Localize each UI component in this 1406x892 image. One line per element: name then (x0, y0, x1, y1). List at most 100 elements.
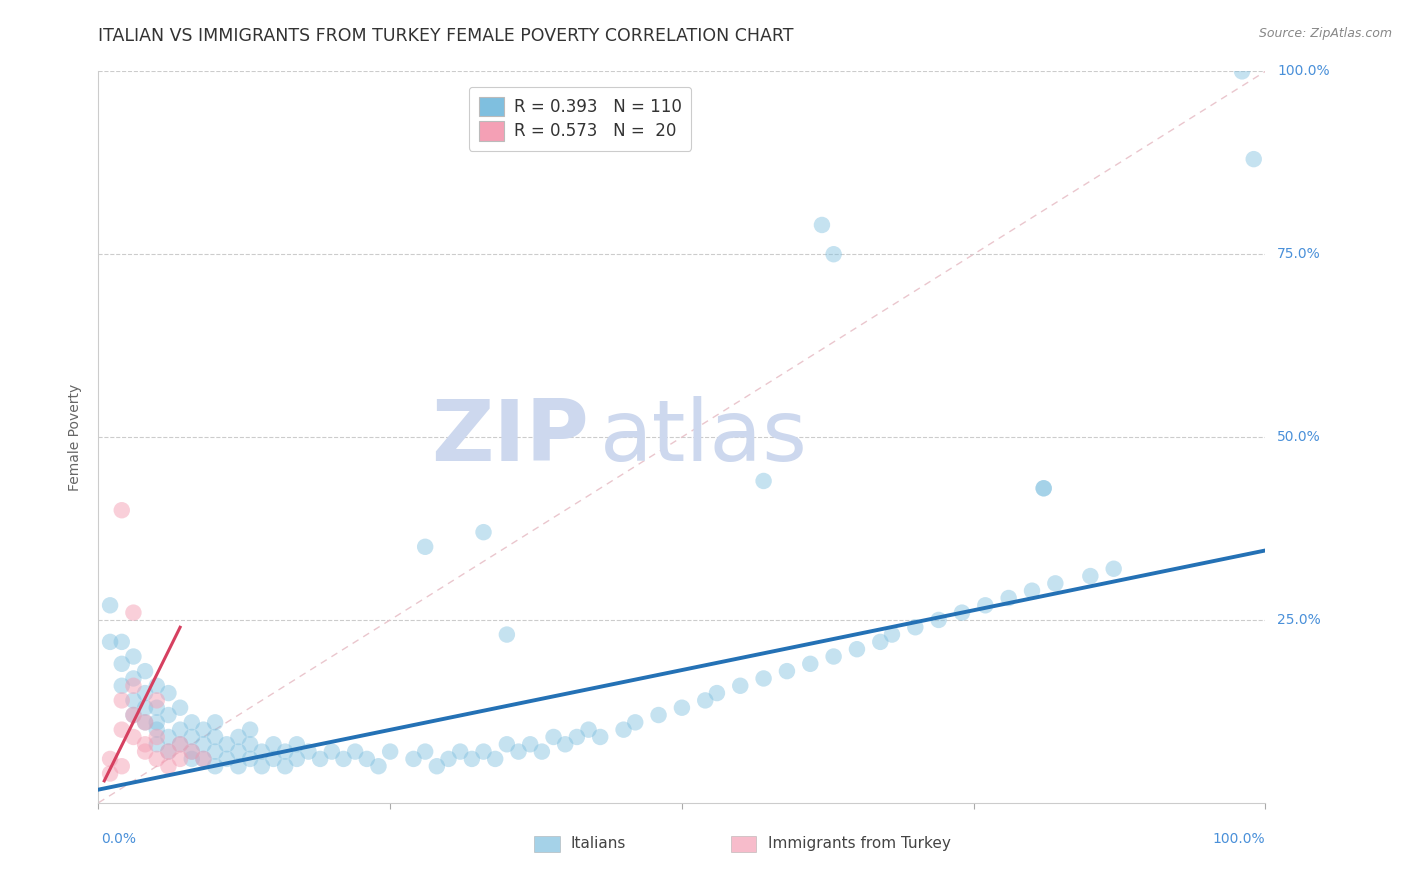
Point (146, 752, 169, 766)
Point (193, 737, 215, 751)
Point (578, 723, 600, 737)
Point (169, 752, 191, 766)
Point (215, 737, 238, 751)
Point (554, 737, 576, 751)
Point (811, 218, 834, 232)
Point (134, 745, 156, 759)
Point (134, 664, 156, 678)
Point (1045, 576, 1067, 591)
Point (730, 679, 752, 693)
Point (146, 737, 169, 751)
Point (1032, 481, 1054, 495)
Point (157, 759, 180, 773)
Point (193, 752, 215, 766)
Text: 100.0%: 100.0% (1277, 64, 1330, 78)
Point (344, 745, 367, 759)
Point (519, 737, 541, 751)
Point (426, 759, 449, 773)
Point (122, 649, 145, 664)
Point (461, 752, 484, 766)
Point (98, 599, 121, 613)
Point (157, 730, 180, 744)
Point (624, 715, 647, 730)
Point (472, 745, 495, 759)
Point (169, 737, 191, 751)
Point (157, 686, 180, 700)
Point (111, 693, 134, 707)
Point (180, 745, 202, 759)
Point (484, 752, 506, 766)
Point (111, 679, 134, 693)
Point (111, 503, 134, 517)
Point (134, 686, 156, 700)
Point (98, 635, 121, 649)
Point (1021, 583, 1043, 598)
Point (671, 700, 693, 714)
FancyBboxPatch shape (731, 836, 756, 852)
Point (239, 723, 262, 737)
Point (437, 752, 460, 766)
Point (98, 766, 121, 780)
Point (122, 708, 145, 723)
Point (146, 730, 169, 744)
Text: 25.0%: 25.0% (1277, 613, 1320, 627)
Point (111, 723, 134, 737)
Point (285, 737, 308, 751)
Point (250, 759, 273, 773)
Point (134, 715, 156, 730)
Point (1243, 152, 1265, 166)
Point (565, 730, 588, 744)
Point (752, 672, 775, 686)
Point (1102, 562, 1125, 576)
Point (157, 745, 180, 759)
Point (250, 745, 273, 759)
Point (122, 708, 145, 723)
Point (157, 708, 180, 723)
Point (752, 474, 775, 488)
Point (799, 657, 821, 671)
Point (695, 693, 717, 707)
Point (495, 627, 517, 641)
Point (180, 715, 202, 730)
Text: Immigrants from Turkey: Immigrants from Turkey (768, 837, 950, 851)
Point (122, 672, 145, 686)
Point (297, 745, 319, 759)
Point (146, 679, 169, 693)
Point (332, 752, 354, 766)
Point (98, 752, 121, 766)
Point (111, 759, 134, 773)
Point (508, 745, 530, 759)
Point (134, 737, 156, 751)
Point (776, 664, 799, 678)
Point (193, 723, 215, 737)
Point (122, 679, 145, 693)
Point (612, 723, 634, 737)
Point (950, 606, 973, 620)
Point (402, 752, 425, 766)
Point (823, 247, 845, 261)
Point (134, 715, 156, 730)
Point (239, 737, 262, 751)
Point (122, 606, 145, 620)
Point (204, 715, 226, 730)
Point (262, 737, 284, 751)
Point (869, 635, 891, 649)
Text: Source: ZipAtlas.com: Source: ZipAtlas.com (1258, 27, 1392, 40)
Point (122, 693, 145, 707)
Point (146, 700, 169, 714)
Point (228, 730, 250, 744)
Text: ZIP: ZIP (430, 395, 589, 479)
Point (180, 745, 202, 759)
Point (169, 700, 191, 714)
Point (193, 752, 215, 766)
Point (228, 745, 250, 759)
Point (530, 745, 553, 759)
Point (309, 752, 332, 766)
Point (904, 620, 927, 634)
Point (274, 745, 297, 759)
Point (228, 759, 250, 773)
Point (413, 540, 436, 554)
Point (146, 723, 169, 737)
Point (472, 525, 495, 540)
Point (204, 745, 226, 759)
